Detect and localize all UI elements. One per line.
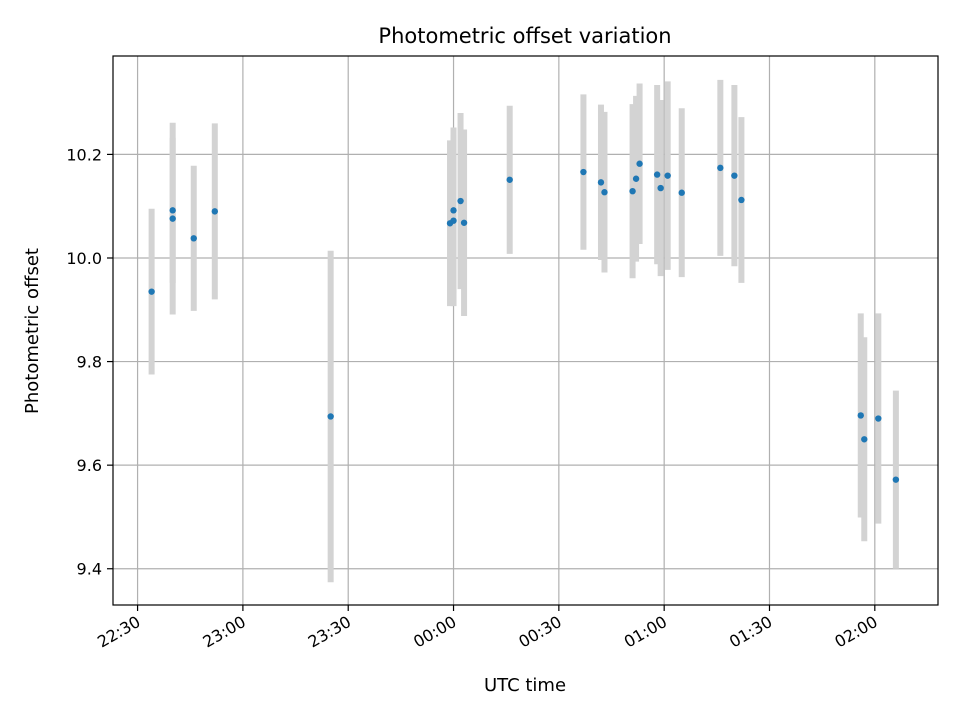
y-tick-label: 9.8 [77,353,102,372]
data-point [601,189,608,196]
data-point [450,217,457,224]
data-point [450,207,457,214]
x-tick-label: 22:30 [94,612,143,652]
y-axis: 9.4 9.6 9.8 10.0 10.2 [66,145,113,579]
data-point [636,160,643,167]
errorbars [148,79,899,583]
data-point [506,176,513,183]
data-point [460,219,468,226]
data-point [211,208,219,215]
data-point [653,171,661,178]
data-point [731,172,738,179]
data-point [169,207,176,214]
y-tick-label: 9.4 [77,560,102,579]
data-point [580,168,587,176]
data-point [892,476,900,483]
data-point [629,187,636,195]
data-point [327,413,334,420]
data-point [717,164,724,172]
y-tick-label: 9.6 [77,456,102,475]
x-tick-label: 02:00 [831,612,880,652]
y-tick-label: 10.0 [66,249,102,268]
data-point [875,415,882,422]
x-tick-label: 00:00 [410,612,459,652]
data-point [657,184,664,192]
data-point [632,175,640,182]
data-point [457,197,464,205]
data-point [169,215,176,222]
grid [113,56,938,605]
x-tick-label: 01:30 [726,612,775,652]
data-point [597,179,605,186]
data-point [664,172,671,179]
data-points [148,160,900,483]
data-point [678,189,685,196]
data-point [148,288,155,295]
x-tick-label: 00:30 [515,612,564,652]
x-tick-label: 01:00 [621,612,670,652]
x-axis-label: UTC time [484,675,566,696]
data-point [738,196,745,204]
plot-frame [112,55,939,606]
y-axis-label: Photometric offset [22,248,43,414]
x-axis: 22:30 23:00 23:30 00:00 00:30 01:00 01:30 02:00 [94,605,881,652]
data-point [190,235,197,242]
y-tick-label: 10.2 [66,145,102,164]
chart-title: Photometric offset variation [378,24,671,48]
x-tick-label: 23:30 [305,612,354,652]
x-tick-label: 23:00 [199,612,248,652]
data-point [861,436,868,443]
data-point [857,412,864,419]
